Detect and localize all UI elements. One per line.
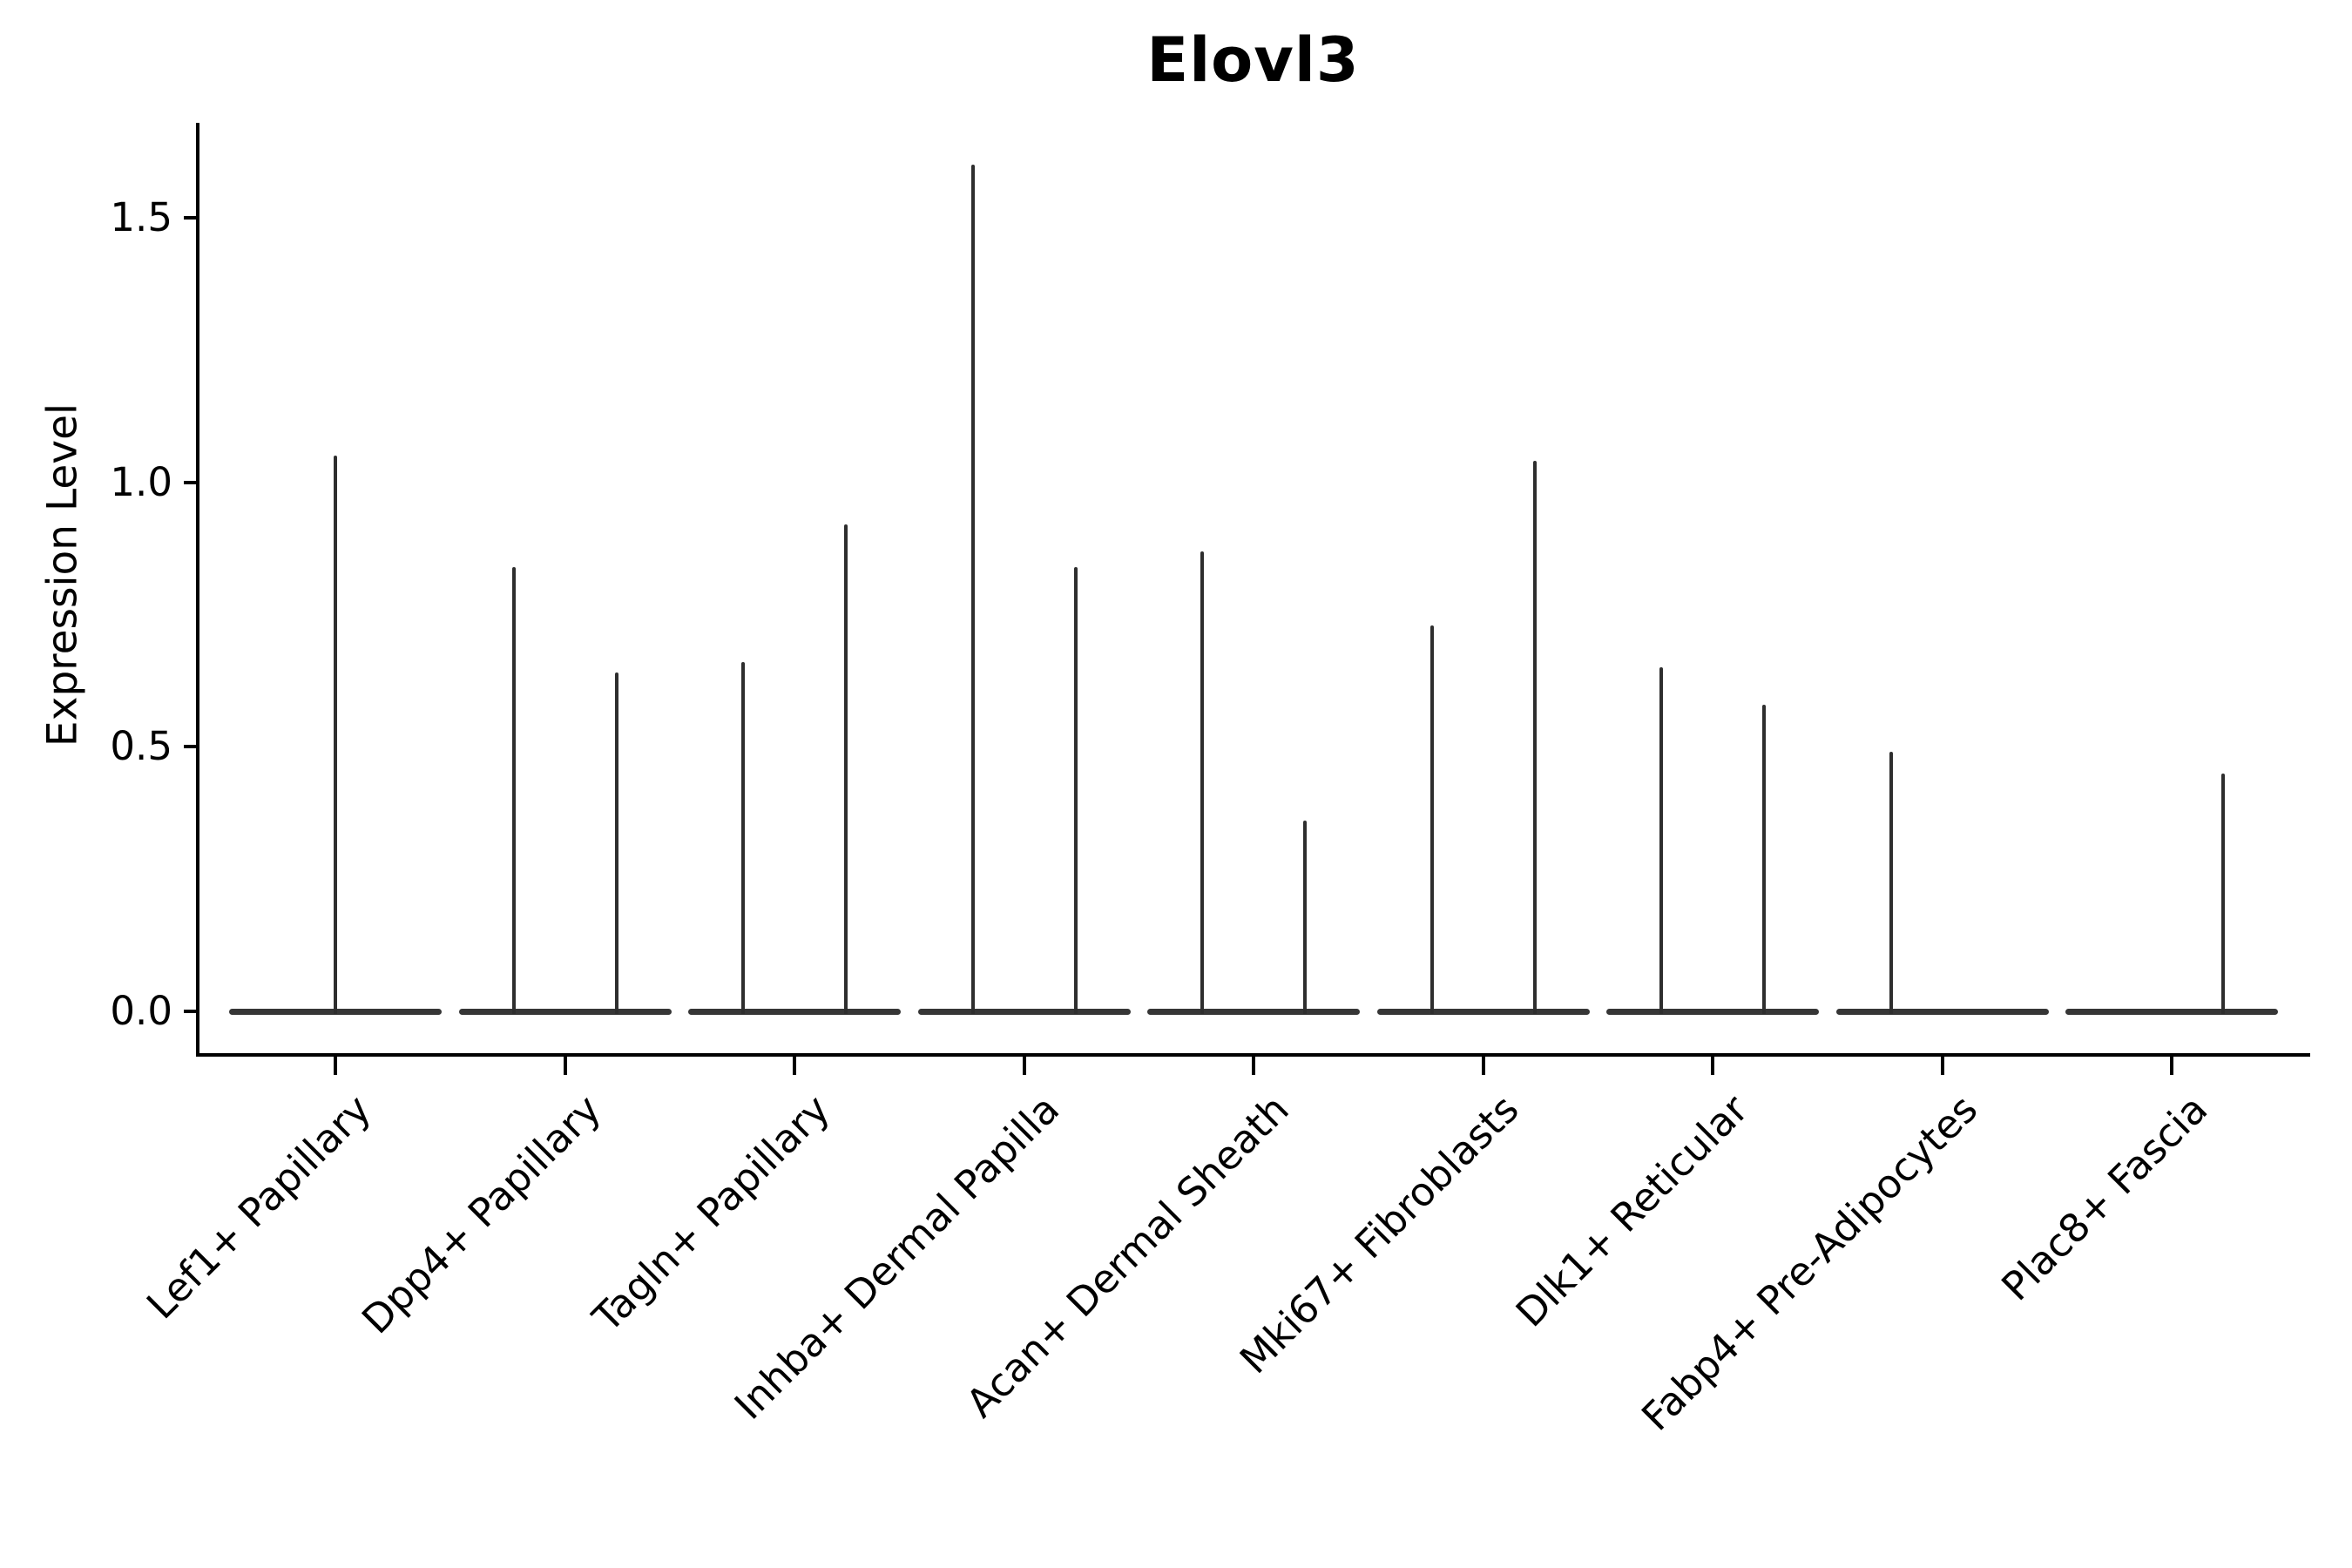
violin-body [2065,1008,2278,1015]
violin-body [458,1008,672,1015]
y-tick-label: 0.0 [110,988,172,1034]
violin-spike [1532,461,1537,1014]
x-tick-mark [1940,1055,1944,1075]
violin-spike [1659,667,1663,1014]
x-tick-mark [563,1055,567,1075]
violin-spike [970,165,975,1014]
x-tick-label: Lef1+ Papillary [138,1085,381,1328]
x-tick-mark [2170,1055,2173,1075]
x-tick-mark [334,1055,337,1075]
violin-body [1606,1008,1819,1015]
x-tick-mark [1252,1055,1255,1075]
violin-body [1376,1008,1590,1015]
violin-spike [1200,551,1204,1014]
y-tick-label: 0.5 [110,723,172,770]
violin-spike [1429,625,1434,1014]
violin-spike [334,456,337,1014]
violin-body [1835,1008,2049,1015]
plot-title: Elovl3 [1146,24,1360,96]
x-tick-mark [793,1055,796,1075]
violin-spike [1073,566,1078,1014]
violin-spike [2221,773,2225,1014]
violin-body [1147,1008,1360,1015]
x-tick-mark [1022,1055,1026,1075]
y-tick-label: 1.5 [110,194,172,240]
violin-spike [844,524,848,1014]
violin-spike [614,672,618,1014]
x-tick-mark [1481,1055,1485,1075]
violin-spike [1303,821,1307,1014]
y-tick-mark [184,216,198,220]
violin-body [917,1008,1131,1015]
violin-body [688,1008,901,1015]
y-axis-label: Expression Level [38,402,87,747]
x-tick-label: Plac8+ Fascia [1992,1085,2217,1310]
x-tick-label: Dpp4+ Papillary [352,1085,610,1343]
y-tick-mark [184,1010,198,1013]
y-tick-mark [184,480,198,484]
violin-spike [1889,752,1893,1014]
x-tick-label: Dlk1+ Reticular [1507,1085,1758,1336]
y-tick-label: 1.0 [110,458,172,505]
x-tick-label: Tagln+ Papillary [584,1085,840,1342]
violin-spike [741,662,745,1014]
violin-spike [511,566,516,1014]
violin-spike [1762,704,1766,1014]
y-axis-spine [196,123,199,1057]
y-tick-mark [184,745,198,749]
x-tick-mark [1711,1055,1714,1075]
